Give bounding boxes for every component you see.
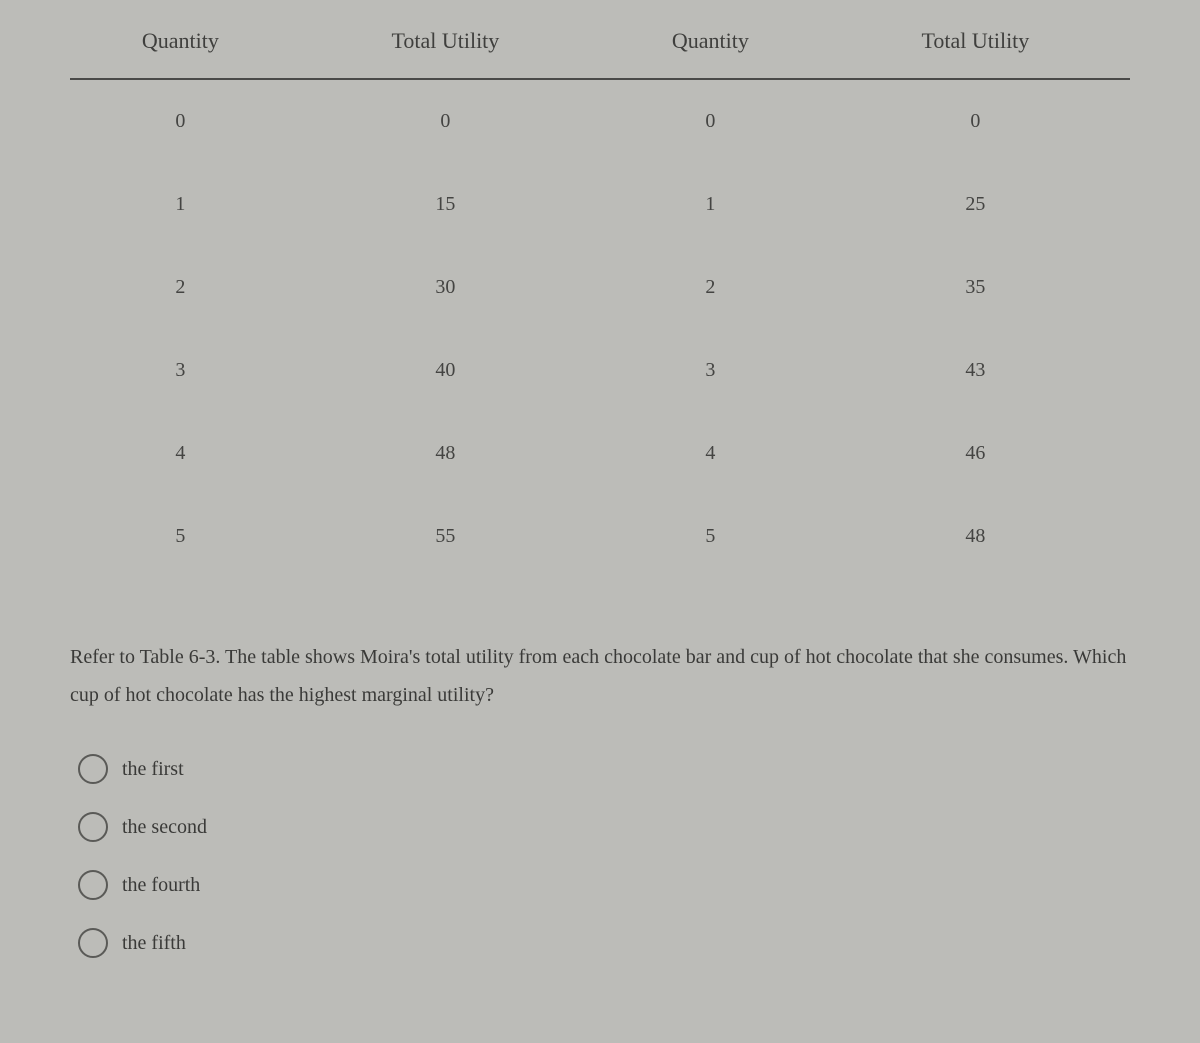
- options-group: the first the second the fourth the fift…: [70, 754, 1130, 958]
- utility-table: Quantity Total Utility Quantity Total Ut…: [70, 10, 1130, 578]
- table-cell: 0: [821, 79, 1130, 163]
- table-cell: 48: [291, 412, 600, 495]
- question-text: Refer to Table 6-3. The table shows Moir…: [70, 638, 1130, 714]
- table-cell: 1: [600, 163, 821, 246]
- table-cell: 3: [600, 329, 821, 412]
- table-row: 0 0 0 0: [70, 79, 1130, 163]
- option-label: the fifth: [122, 932, 186, 955]
- table-cell: 46: [821, 412, 1130, 495]
- option-second[interactable]: the second: [78, 812, 1130, 842]
- table-row: 1 15 1 25: [70, 163, 1130, 246]
- table-cell: 0: [600, 79, 821, 163]
- table-header-row: Quantity Total Utility Quantity Total Ut…: [70, 10, 1130, 79]
- table-cell: 35: [821, 246, 1130, 329]
- table-cell: 5: [70, 495, 291, 578]
- table-cell: 3: [70, 329, 291, 412]
- table-cell: 30: [291, 246, 600, 329]
- radio-icon[interactable]: [78, 870, 108, 900]
- table-cell: 1: [70, 163, 291, 246]
- table-cell: 40: [291, 329, 600, 412]
- radio-icon[interactable]: [78, 754, 108, 784]
- radio-icon[interactable]: [78, 928, 108, 958]
- radio-icon[interactable]: [78, 812, 108, 842]
- table-cell: 15: [291, 163, 600, 246]
- col-header: Quantity: [600, 10, 821, 79]
- table-cell: 25: [821, 163, 1130, 246]
- option-fifth[interactable]: the fifth: [78, 928, 1130, 958]
- table-row: 5 55 5 48: [70, 495, 1130, 578]
- table-cell: 2: [70, 246, 291, 329]
- page-container: Quantity Total Utility Quantity Total Ut…: [0, 0, 1200, 1016]
- table-cell: 5: [600, 495, 821, 578]
- option-label: the first: [122, 758, 184, 781]
- col-header: Quantity: [70, 10, 291, 79]
- table-row: 2 30 2 35: [70, 246, 1130, 329]
- table-cell: 43: [821, 329, 1130, 412]
- table-cell: 55: [291, 495, 600, 578]
- table-cell: 2: [600, 246, 821, 329]
- table-row: 4 48 4 46: [70, 412, 1130, 495]
- table-cell: 4: [70, 412, 291, 495]
- option-label: the second: [122, 816, 207, 839]
- option-first[interactable]: the first: [78, 754, 1130, 784]
- option-label: the fourth: [122, 874, 200, 897]
- col-header: Total Utility: [291, 10, 600, 79]
- table-cell: 48: [821, 495, 1130, 578]
- table-cell: 0: [70, 79, 291, 163]
- col-header: Total Utility: [821, 10, 1130, 79]
- option-fourth[interactable]: the fourth: [78, 870, 1130, 900]
- table-cell: 0: [291, 79, 600, 163]
- table-row: 3 40 3 43: [70, 329, 1130, 412]
- table-cell: 4: [600, 412, 821, 495]
